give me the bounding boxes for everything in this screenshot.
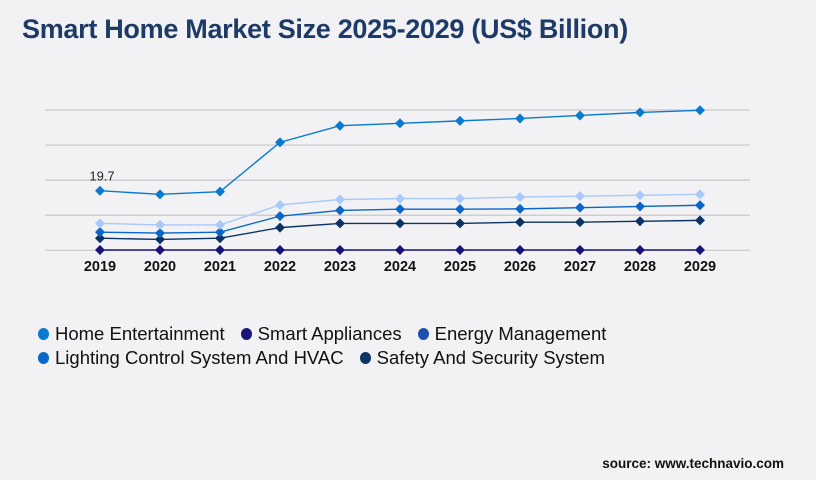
- data-point: [275, 211, 285, 222]
- data-point: [275, 222, 285, 233]
- data-point: [455, 193, 465, 204]
- x-tick-label: 2029: [684, 259, 716, 275]
- data-point: [455, 204, 465, 215]
- data-point: [155, 189, 165, 200]
- chart-title: Smart Home Market Size 2025-2029 (US$ Bi…: [22, 14, 628, 44]
- line-chart: 2019 2020 2021 2022 2023 2024 2025 2026 2027 2028…: [45, 105, 750, 275]
- data-point: [635, 190, 645, 201]
- data-point: [275, 199, 285, 210]
- x-tick-label: 2027: [564, 259, 596, 275]
- x-tick-label: 2019: [84, 259, 116, 275]
- data-point: [695, 105, 705, 116]
- data-point: [95, 218, 105, 229]
- legend-item-energy-management: Energy Management: [417, 323, 607, 345]
- legend-label: Lighting Control System And HVAC: [55, 347, 344, 368]
- legend-marker-icon: [38, 328, 49, 340]
- data-point: [155, 234, 165, 245]
- data-point: [215, 227, 225, 238]
- x-tick-label: 2023: [324, 259, 356, 275]
- x-tick-label: 2028: [624, 259, 656, 275]
- data-point: [515, 192, 525, 203]
- data-point: [455, 244, 465, 255]
- data-point: [575, 217, 585, 228]
- data-point: [635, 216, 645, 227]
- data-point: [515, 244, 525, 255]
- data-point: [455, 218, 465, 229]
- data-point: [155, 228, 165, 239]
- data-point: [515, 203, 525, 214]
- x-tick-label: 2021: [204, 259, 236, 275]
- data-point: [695, 244, 705, 255]
- legend-row: Home Entertainment Smart Appliances Ener…: [38, 322, 622, 346]
- data-point: [395, 118, 405, 129]
- data-point: [95, 227, 105, 238]
- data-point: [575, 191, 585, 202]
- data-point: [455, 115, 465, 126]
- data-point: [335, 120, 345, 131]
- data-point: [95, 244, 105, 255]
- data-point: [215, 219, 225, 230]
- data-point: [95, 233, 105, 244]
- legend-marker-icon: [417, 328, 429, 340]
- x-tick-label: 2026: [504, 259, 536, 275]
- data-point: [335, 194, 345, 205]
- x-tick-label: 2022: [264, 259, 296, 275]
- data-point: [695, 189, 705, 200]
- data-point: [635, 107, 645, 118]
- data-point: [575, 202, 585, 213]
- data-point: [215, 233, 225, 244]
- legend-item-safety-security: Safety And Security System: [359, 347, 605, 369]
- data-point: [515, 113, 525, 124]
- data-point: [335, 244, 345, 255]
- data-point: [335, 218, 345, 229]
- data-point: [575, 110, 585, 121]
- source-label: source: www.technavio.com: [602, 456, 784, 471]
- data-point: [635, 201, 645, 212]
- data-point: [215, 244, 225, 255]
- legend-item-home-entertainment: Home Entertainment: [38, 323, 225, 345]
- legend: Home Entertainment Smart Appliances Ener…: [38, 322, 622, 370]
- data-point: [575, 244, 585, 255]
- data-point: [695, 200, 705, 211]
- data-point: [95, 185, 105, 196]
- legend-marker-icon: [240, 328, 252, 340]
- legend-marker-icon: [359, 352, 371, 364]
- legend-label: Safety And Security System: [376, 347, 605, 368]
- legend-label: Smart Appliances: [257, 323, 402, 344]
- x-tick-label: 2020: [144, 259, 176, 275]
- data-point: [395, 204, 405, 215]
- legend-item-smart-appliances: Smart Appliances: [240, 323, 402, 345]
- data-label: 19.7: [89, 169, 114, 184]
- data-point: [215, 186, 225, 197]
- legend-item-lighting-control: Lighting Control System And HVAC: [38, 347, 344, 369]
- data-point: [275, 137, 285, 148]
- legend-marker-icon: [38, 352, 49, 364]
- data-point: [335, 205, 345, 216]
- x-tick-label: 2025: [444, 259, 476, 275]
- data-point: [395, 193, 405, 204]
- data-point: [155, 244, 165, 255]
- data-point: [515, 217, 525, 228]
- data-point: [635, 244, 645, 255]
- data-point: [395, 218, 405, 229]
- x-tick-label: 2024: [384, 259, 416, 275]
- data-point: [395, 244, 405, 255]
- legend-label: Home Entertainment: [55, 323, 225, 344]
- data-point: [275, 244, 285, 255]
- legend-label: Energy Management: [434, 323, 607, 344]
- data-point: [695, 215, 705, 226]
- legend-row: Lighting Control System And HVAC Safety …: [38, 346, 622, 370]
- data-point: [155, 219, 165, 230]
